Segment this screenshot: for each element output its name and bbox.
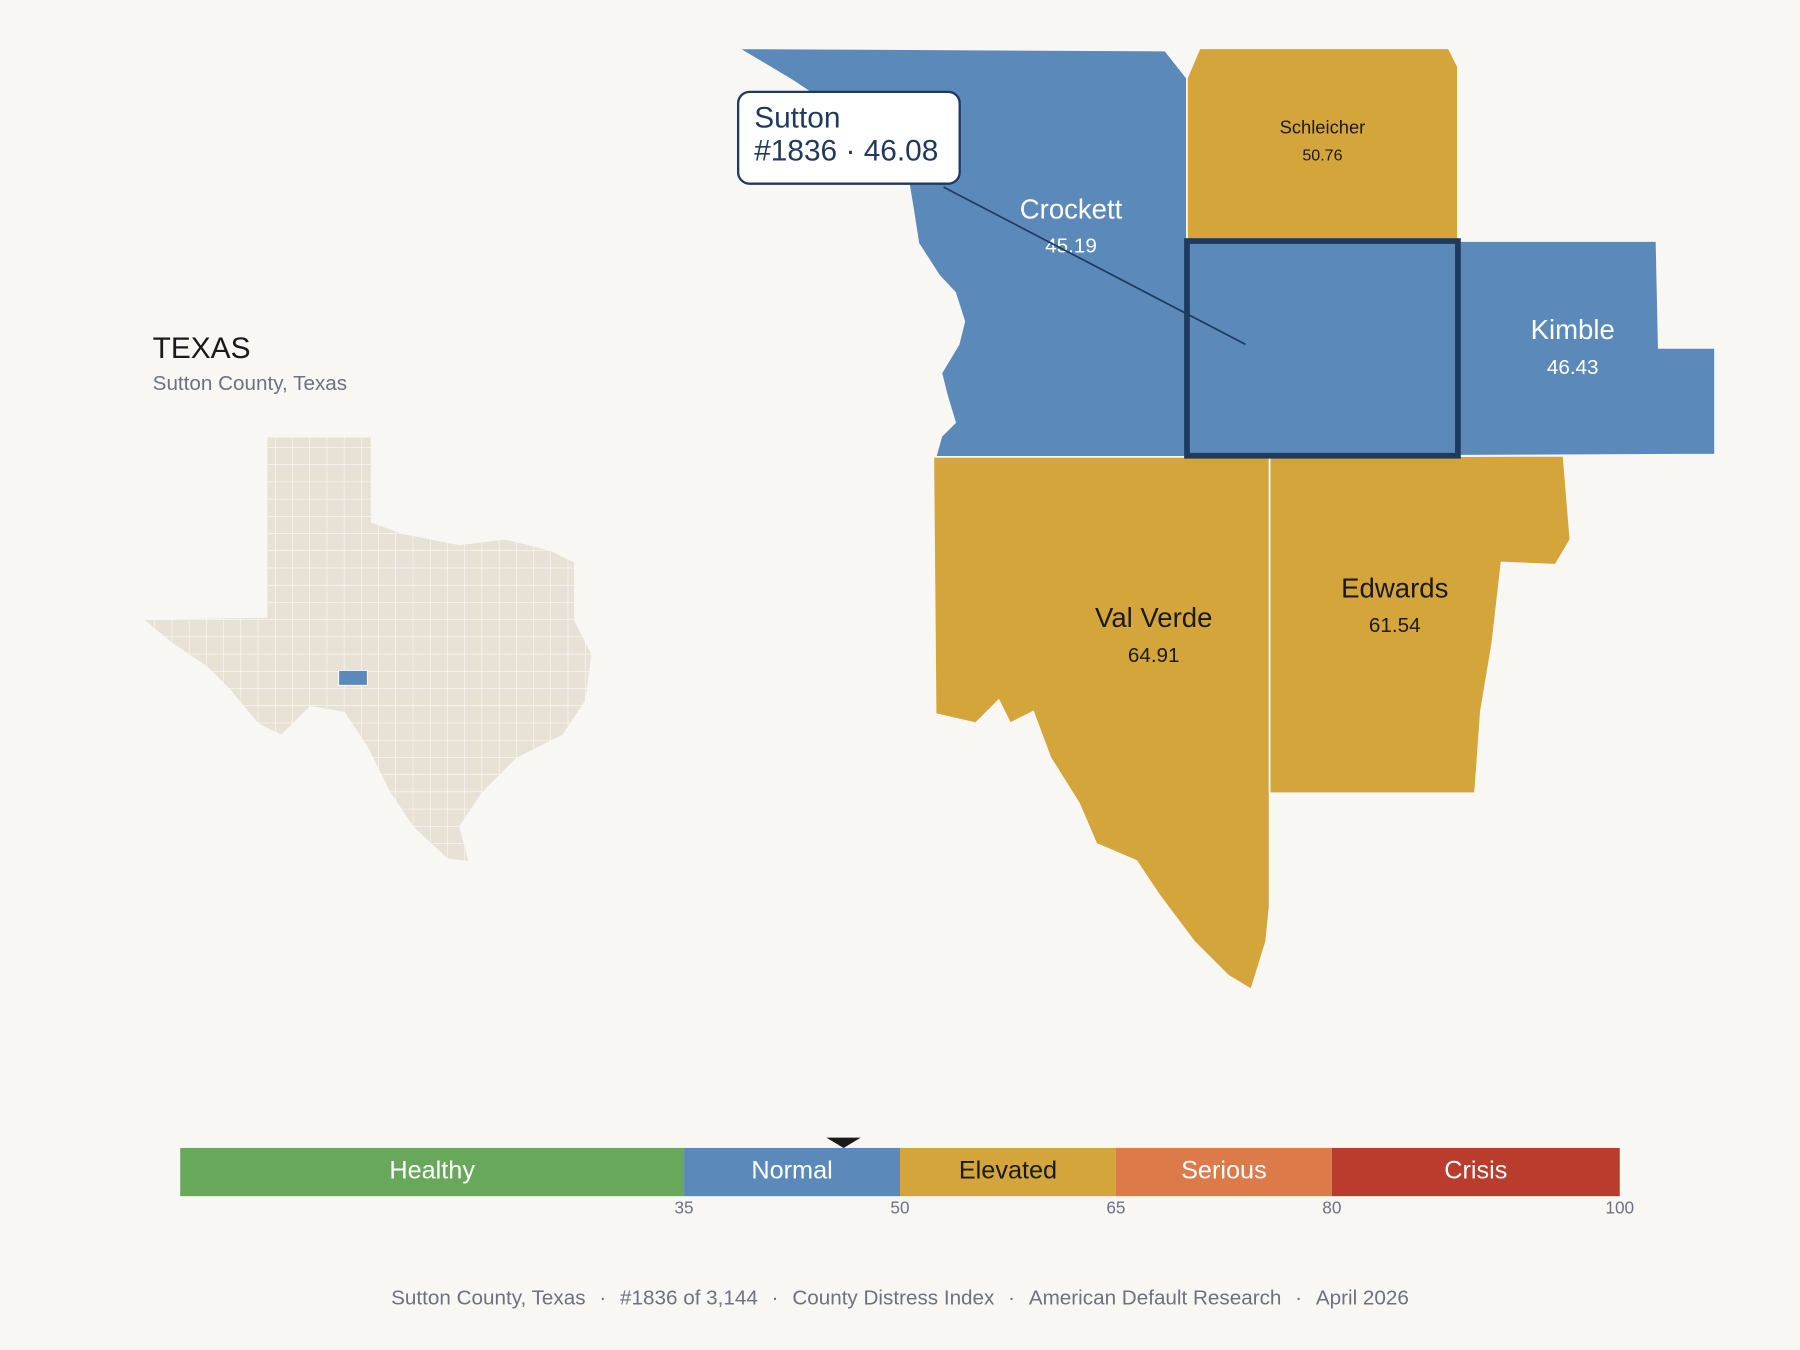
county-map: Crockett 45.19 Schleicher 50.76 Kimble 46.43 V… — [734, 47, 1716, 991]
county-name: Schleicher — [1280, 116, 1366, 137]
county-name: Edwards — [1341, 572, 1448, 603]
county-score: 61.54 — [1369, 614, 1421, 637]
county-score: 64.91 — [1128, 644, 1180, 667]
scale-band-label: Serious — [1181, 1157, 1267, 1185]
callout-name: Sutton — [754, 101, 840, 134]
inset-highlight — [338, 669, 368, 686]
scale-band — [1331, 1147, 1620, 1197]
county-shape — [932, 456, 1271, 991]
callout-box — [736, 90, 961, 185]
footer-separator: · — [599, 1287, 606, 1310]
footer-separator: · — [1008, 1287, 1015, 1310]
footer: Sutton County, Texas · #1836 of 3,144 · Coun… — [391, 1287, 1409, 1310]
scale-band — [1115, 1147, 1332, 1197]
county-name: Val Verde — [1095, 602, 1212, 633]
footer-item: American Default Research — [1029, 1287, 1282, 1310]
footer-separator: · — [1295, 1287, 1302, 1310]
county-grid — [144, 437, 592, 861]
scale-band — [900, 1147, 1116, 1197]
score-marker — [826, 1137, 861, 1148]
scale-band — [684, 1147, 900, 1197]
callout-rank: #1836 — [754, 135, 837, 168]
scale-tick-label: 50 — [890, 1197, 909, 1217]
scale-tick-label: 80 — [1322, 1197, 1341, 1217]
leader-line — [943, 186, 1246, 346]
county-score: 45.19 — [1045, 234, 1097, 257]
state-title: TEXAS — [153, 332, 251, 365]
county-name: Crockett — [1020, 194, 1123, 225]
scale-band — [180, 1147, 685, 1197]
scale-tick-label: 65 — [1106, 1197, 1125, 1217]
county-shape — [1186, 47, 1459, 242]
county-score: 50.76 — [1302, 146, 1342, 164]
footer-item: #1836 of 3,144 — [620, 1287, 758, 1310]
footer-item: April 2026 — [1316, 1287, 1409, 1310]
scale-band-label: Crisis — [1444, 1157, 1507, 1185]
texas-inset — [144, 437, 592, 861]
county-name: Kimble — [1531, 314, 1615, 345]
callout-detail: #1836 · 46.08 — [754, 135, 938, 168]
county-shape — [1268, 454, 1572, 795]
scale-band-label: Healthy — [389, 1157, 475, 1185]
footer-item: Sutton County, Texas — [391, 1287, 585, 1310]
scale-tick-label: 35 — [674, 1197, 693, 1217]
footer-item: County Distress Index — [792, 1287, 995, 1310]
callout-score: 46.08 — [864, 135, 939, 168]
scale-tick-label: 100 — [1605, 1197, 1634, 1217]
footer-separator: · — [772, 1287, 779, 1310]
distress-scale: Healthy Normal Elevated Serious Crisis 35 50 65… — [180, 1137, 1634, 1217]
callout-separator: · — [845, 135, 855, 168]
county-shape — [1457, 240, 1716, 457]
scale-band-label: Normal — [751, 1157, 832, 1185]
scale-band-label: Elevated — [959, 1157, 1057, 1185]
selected-county[interactable] — [1184, 238, 1461, 459]
state-subtitle: Sutton County, Texas — [153, 372, 347, 395]
county-score: 46.43 — [1547, 356, 1599, 379]
